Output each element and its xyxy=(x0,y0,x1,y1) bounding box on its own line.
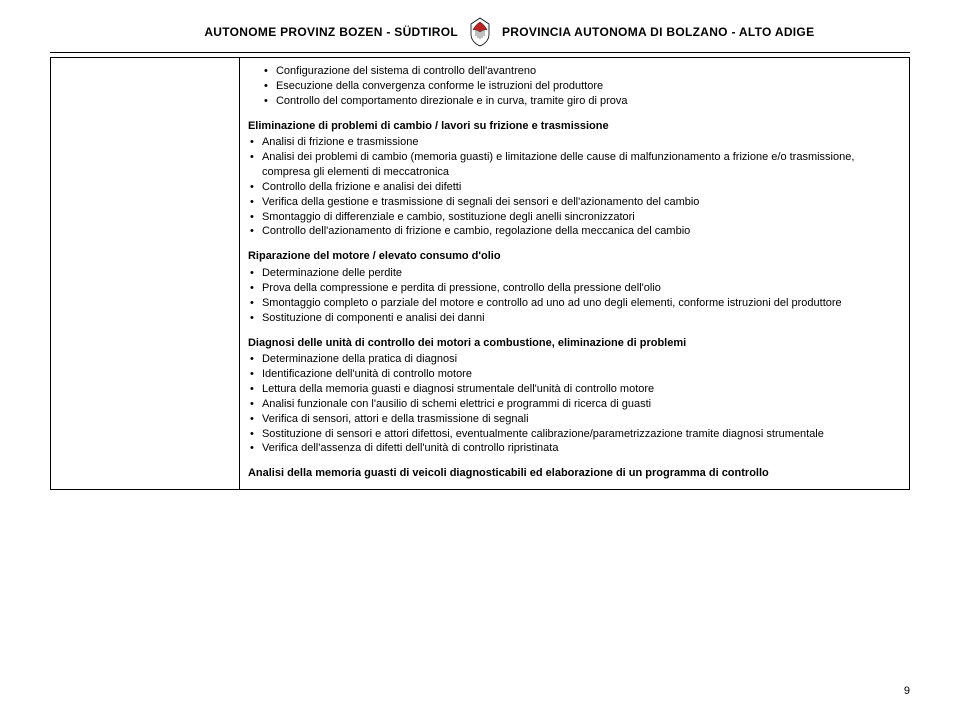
list-item: Esecuzione della convergenza conforme le… xyxy=(248,79,901,94)
bullet-list: Analisi di frizione e trasmissione Anali… xyxy=(248,135,901,239)
intro-bullet-list: Configurazione del sistema di controllo … xyxy=(248,64,901,109)
list-item: Verifica dell'assenza di difetti dell'un… xyxy=(248,441,901,456)
page: AUTONOME PROVINZ BOZEN - SÜDTIROL PROVIN… xyxy=(0,0,960,490)
eagle-crest-icon xyxy=(468,16,492,48)
page-number: 9 xyxy=(904,685,910,697)
list-item: Lettura della memoria guasti e diagnosi … xyxy=(248,382,901,397)
page-header: AUTONOME PROVINZ BOZEN - SÜDTIROL PROVIN… xyxy=(50,16,910,53)
section-title: Eliminazione di problemi di cambio / lav… xyxy=(248,119,901,134)
list-item: Determinazione della pratica di diagnosi xyxy=(248,352,901,367)
list-item: Identificazione dell'unità di controllo … xyxy=(248,367,901,382)
header-right-text: PROVINCIA AUTONOMA DI BOLZANO - ALTO ADI… xyxy=(502,25,910,39)
list-item: Verifica di sensori, attori e della tras… xyxy=(248,412,901,427)
header-left-text: AUTONOME PROVINZ BOZEN - SÜDTIROL xyxy=(50,25,458,39)
table-left-cell xyxy=(51,58,240,490)
list-item: Smontaggio completo o parziale del motor… xyxy=(248,296,901,311)
list-item: Analisi funzionale con l'ausilio di sche… xyxy=(248,397,901,412)
bullet-list: Determinazione della pratica di diagnosi… xyxy=(248,352,901,456)
list-item: Analisi dei problemi di cambio (memoria … xyxy=(248,150,901,180)
list-item: Controllo dell'azionamento di frizione e… xyxy=(248,224,901,239)
list-item: Smontaggio di differenziale e cambio, so… xyxy=(248,210,901,225)
table-right-cell: Configurazione del sistema di controllo … xyxy=(239,58,909,490)
list-item: Sostituzione di componenti e analisi dei… xyxy=(248,311,901,326)
list-item: Verifica della gestione e trasmissione d… xyxy=(248,195,901,210)
list-item: Controllo della frizione e analisi dei d… xyxy=(248,180,901,195)
bullet-list: Determinazione delle perdite Prova della… xyxy=(248,266,901,325)
section-title: Riparazione del motore / elevato consumo… xyxy=(248,249,901,264)
list-item: Prova della compressione e perdita di pr… xyxy=(248,281,901,296)
section-title: Diagnosi delle unità di controllo dei mo… xyxy=(248,336,901,351)
content-table: Configurazione del sistema di controllo … xyxy=(50,57,910,490)
list-item: Controllo del comportamento direzionale … xyxy=(248,94,901,109)
section-title: Analisi della memoria guasti di veicoli … xyxy=(248,466,901,481)
list-item: Determinazione delle perdite xyxy=(248,266,901,281)
list-item: Analisi di frizione e trasmissione xyxy=(248,135,901,150)
list-item: Sostituzione di sensori e attori difetto… xyxy=(248,427,901,442)
list-item: Configurazione del sistema di controllo … xyxy=(248,64,901,79)
